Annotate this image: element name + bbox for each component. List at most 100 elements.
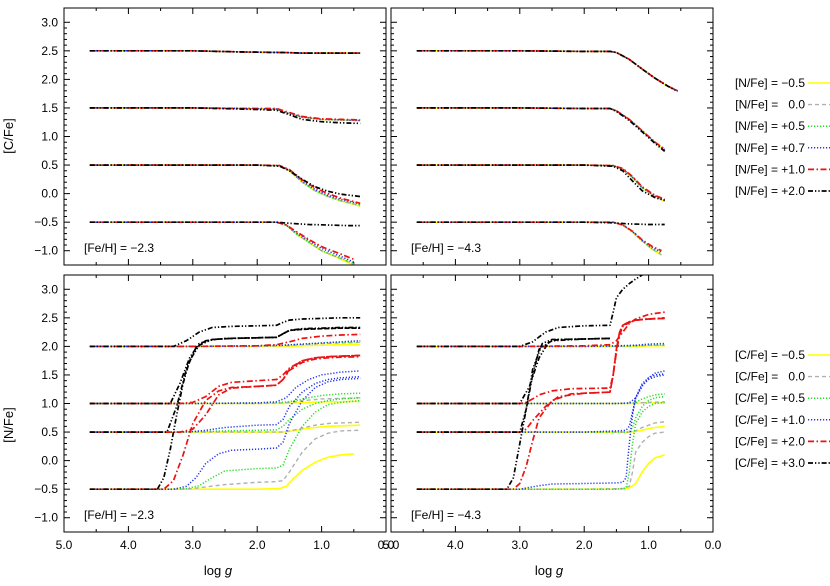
y-tick-label: 0.5 xyxy=(41,158,58,172)
panel-top-left: −1.0 −0.5 0.0 0.5 1.0 1.5 2.0 2.5 3.0 [Fe/H] = −2… xyxy=(34,7,387,266)
series-line xyxy=(416,337,611,405)
series-line xyxy=(416,50,678,92)
legend-label: [C/Fe] = 0.0 xyxy=(735,370,805,384)
plot-frame xyxy=(390,274,714,533)
series-line xyxy=(416,221,662,256)
series-line xyxy=(416,421,665,433)
series-line xyxy=(89,107,361,125)
y-tick-label: 0.5 xyxy=(41,425,58,439)
x-tick-label: 1.0 xyxy=(640,538,657,552)
series-line xyxy=(416,316,665,405)
xlabel-bottom-right: log g xyxy=(535,563,564,578)
legend-label: [N/Fe] = 0.0 xyxy=(735,98,805,112)
y-tick-label: 2.0 xyxy=(41,72,58,86)
panel-bottom-left: −1.0 −0.5 0.0 0.5 1.0 1.5 2.0 2.5 3.0 5.0 4.0 3.0 2.… xyxy=(34,274,395,552)
x-tick-label: 2.0 xyxy=(249,538,266,552)
series-line xyxy=(416,107,666,152)
series-line xyxy=(416,107,666,152)
series-line xyxy=(89,377,361,490)
series-line xyxy=(416,107,666,151)
series-line xyxy=(89,453,354,490)
series-line xyxy=(416,275,643,348)
series-line xyxy=(89,221,355,263)
series-line xyxy=(89,164,361,198)
series-line xyxy=(416,317,665,491)
series-line xyxy=(416,401,665,405)
y-tick-label: 3.0 xyxy=(41,282,58,296)
y-tick-label: −0.5 xyxy=(34,215,58,229)
legend-label: [C/Fe] = +1.0 xyxy=(735,413,805,427)
legend-label: [N/Fe] = +2.0 xyxy=(735,184,805,198)
legend-label: [C/Fe] = −0.5 xyxy=(735,348,805,362)
legends-layer: [N/Fe] = −0.5 [N/Fe] = 0.0 [N/Fe] = +0.5 [N… xyxy=(735,76,830,470)
series-line xyxy=(416,401,665,490)
series-line xyxy=(416,49,679,93)
legend-label: [N/Fe] = +0.7 xyxy=(735,141,805,155)
series-line xyxy=(416,373,665,433)
series-layer xyxy=(416,49,679,256)
series-line xyxy=(89,400,361,405)
series-line xyxy=(89,421,361,433)
series-line xyxy=(89,221,355,261)
y-tick-label: 3.0 xyxy=(41,15,58,29)
y-tick-label: 2.5 xyxy=(41,44,58,58)
series-line xyxy=(416,50,678,92)
x-tick-label: 3.0 xyxy=(184,538,201,552)
series-line xyxy=(416,50,678,92)
series-line xyxy=(416,107,666,152)
legend-label: [C/Fe] = +3.0 xyxy=(735,456,805,470)
series-line xyxy=(416,107,666,151)
series-line xyxy=(89,370,361,405)
series-line xyxy=(89,354,361,405)
x-tick-label: 0.0 xyxy=(378,538,395,552)
metallicity-annotation: [Fe/H] = −4.3 xyxy=(411,508,481,522)
series-line xyxy=(416,221,662,252)
series-line xyxy=(89,49,361,54)
y-tick-label: −0.5 xyxy=(34,482,58,496)
legend-label: [N/Fe] = +0.5 xyxy=(735,119,805,133)
legend-label: [C/Fe] = +0.5 xyxy=(735,391,805,405)
series-line xyxy=(89,327,361,491)
series-line xyxy=(416,431,665,490)
series-line xyxy=(416,164,666,201)
legend-label: [C/Fe] = +2.0 xyxy=(735,434,805,448)
series-line xyxy=(89,49,361,54)
series-line xyxy=(89,316,361,348)
series-line xyxy=(416,337,611,491)
series-line xyxy=(416,311,665,348)
x-tick-label: 5.0 xyxy=(383,538,400,552)
series-line xyxy=(89,397,361,433)
ylabel-top: [C/Fe] xyxy=(1,118,16,153)
y-tick-label: 1.0 xyxy=(41,130,58,144)
series-line xyxy=(89,164,361,205)
series-line xyxy=(416,164,666,202)
series-line xyxy=(416,49,678,92)
legend-label: [N/Fe] = +1.0 xyxy=(735,162,805,176)
series-line xyxy=(416,164,665,202)
x-tick-label: 2.0 xyxy=(576,538,593,552)
series-line xyxy=(89,429,361,490)
y-tick-label: 0.0 xyxy=(41,454,58,468)
y-tick-label: 1.5 xyxy=(41,368,58,382)
series-line xyxy=(89,327,361,433)
y-tick-label: 0.0 xyxy=(41,187,58,201)
series-line xyxy=(416,164,665,202)
series-line xyxy=(89,399,361,490)
legend-label: [N/Fe] = −0.5 xyxy=(735,76,805,90)
metallicity-annotation: [Fe/H] = −4.3 xyxy=(411,241,481,255)
series-line xyxy=(89,107,361,121)
plot-frame xyxy=(390,7,714,266)
series-line xyxy=(89,221,361,227)
x-tick-label: 4.0 xyxy=(120,538,137,552)
series-line xyxy=(89,164,361,207)
y-tick-label: 1.5 xyxy=(41,101,58,115)
series-line xyxy=(89,107,361,122)
series-layer xyxy=(89,49,361,265)
series-layer xyxy=(416,275,665,491)
x-tick-label: 3.0 xyxy=(511,538,528,552)
y-tick-label: −1.0 xyxy=(34,511,58,525)
series-line xyxy=(89,355,361,433)
series-line xyxy=(89,354,361,491)
series-layer xyxy=(89,316,361,491)
